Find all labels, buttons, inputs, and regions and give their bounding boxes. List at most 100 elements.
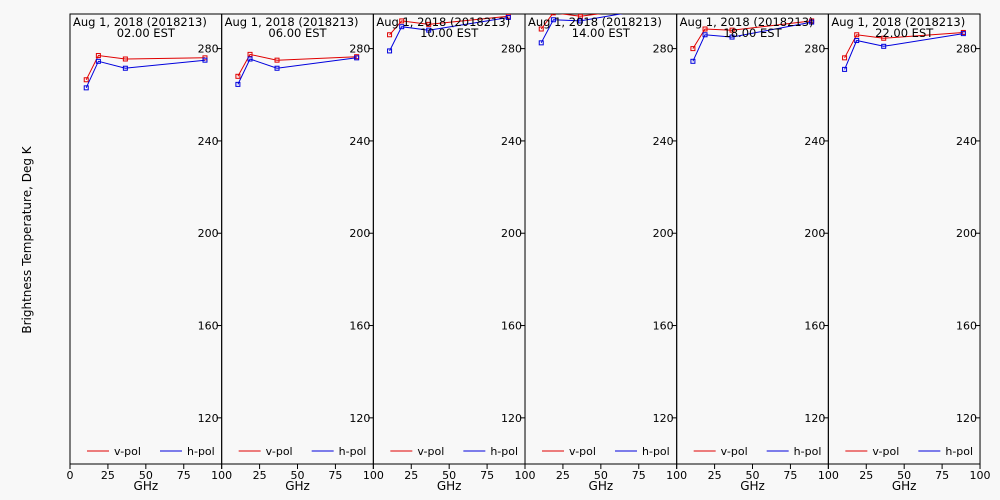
legend-label-v-pol: v-pol bbox=[114, 445, 141, 458]
x-axis-label: GHz bbox=[437, 479, 462, 493]
y-tick-label: 280 bbox=[501, 43, 522, 56]
panel-1: 120 160 200 240 280 25 50 75 100 GHz Aug 1, 2018 (… bbox=[221, 13, 384, 493]
x-tick-label: 75 bbox=[328, 469, 342, 482]
x-tick-label: 50 bbox=[139, 469, 153, 482]
series-line-v-pol bbox=[540, 14, 602, 30]
y-tick-label: 240 bbox=[501, 135, 522, 148]
y-tick-label: 160 bbox=[653, 320, 674, 333]
data-point-h-pol bbox=[387, 48, 393, 54]
x-axis-label: GHz bbox=[892, 479, 917, 493]
panel-title-time: 18.00 EST bbox=[723, 26, 782, 40]
legend-label-v-pol: v-pol bbox=[266, 445, 293, 458]
y-tick-label: 160 bbox=[198, 320, 219, 333]
x-axis-label: GHz bbox=[134, 479, 159, 493]
data-point-v-pol bbox=[842, 55, 848, 61]
x-tick-label: 25 bbox=[556, 469, 570, 482]
data-point-h-pol bbox=[399, 24, 405, 30]
data-point-v-pol bbox=[854, 32, 860, 38]
panels-group: 120 160 200 240 280 0 25 50 75 100 GHz Aug 1, 2018 … bbox=[67, 13, 991, 493]
x-tick-label: 25 bbox=[708, 469, 722, 482]
data-point-v-pol bbox=[426, 21, 432, 27]
x-tick-label: 100 bbox=[363, 469, 384, 482]
y-tick-label: 240 bbox=[653, 135, 674, 148]
legend-label-v-pol: v-pol bbox=[721, 445, 748, 458]
data-point-v-pol bbox=[235, 73, 241, 79]
x-tick-label: 0 bbox=[67, 469, 74, 482]
series-line-h-pol bbox=[844, 33, 964, 70]
x-axis-label: GHz bbox=[589, 479, 614, 493]
panel-5: 120 160 200 240 280 25 50 75 100 GHz Aug 1, 2018 (… bbox=[827, 13, 991, 493]
y-tick-label: 120 bbox=[956, 412, 977, 425]
series-line-h-pol bbox=[692, 21, 812, 62]
series-line-v-pol bbox=[237, 53, 357, 77]
data-point-v-pol bbox=[538, 26, 544, 32]
data-point-h-pol bbox=[577, 18, 583, 24]
x-tick-label: 100 bbox=[515, 469, 536, 482]
panel-title-date: Aug 1, 2018 (2018213) bbox=[831, 15, 965, 29]
panel-title-time: 10.00 EST bbox=[420, 26, 479, 40]
y-tick-label: 160 bbox=[956, 320, 977, 333]
x-tick-label: 25 bbox=[253, 469, 267, 482]
data-point-h-pol bbox=[702, 32, 708, 38]
series-group bbox=[842, 29, 966, 72]
data-point-h-pol bbox=[274, 65, 280, 71]
y-tick-label: 280 bbox=[804, 43, 825, 56]
legend-label-h-pol: h-pol bbox=[490, 445, 518, 458]
data-point-h-pol bbox=[235, 81, 241, 87]
series-group bbox=[690, 18, 815, 64]
series-line-v-pol bbox=[844, 32, 964, 59]
data-point-v-pol bbox=[95, 53, 101, 59]
legend-label-h-pol: h-pol bbox=[642, 445, 670, 458]
y-tick-label: 280 bbox=[349, 43, 370, 56]
series-group bbox=[235, 51, 360, 87]
x-tick-label: 50 bbox=[291, 469, 305, 482]
y-tick-label: 200 bbox=[956, 227, 977, 240]
panel-title-date: Aug 1, 2018 (2018213) bbox=[528, 15, 662, 29]
panel-title-time: 06.00 EST bbox=[268, 26, 327, 40]
data-point-h-pol bbox=[960, 31, 966, 37]
data-point-v-pol bbox=[729, 27, 735, 33]
data-point-v-pol bbox=[387, 32, 393, 38]
series-line-h-pol bbox=[389, 17, 509, 52]
legend-label-h-pol: h-pol bbox=[945, 445, 973, 458]
data-point-h-pol bbox=[854, 38, 860, 44]
y-tick-label: 280 bbox=[198, 43, 219, 56]
data-point-h-pol bbox=[809, 19, 815, 25]
series-line-h-pol bbox=[540, 14, 624, 44]
data-point-v-pol bbox=[550, 14, 556, 16]
x-tick-label: 25 bbox=[859, 469, 873, 482]
y-tick-label: 280 bbox=[956, 43, 977, 56]
y-tick-label: 240 bbox=[349, 135, 370, 148]
series-line-v-pol bbox=[85, 54, 206, 81]
y-tick-label: 120 bbox=[653, 412, 674, 425]
data-point-v-pol bbox=[122, 56, 128, 62]
data-point-v-pol bbox=[247, 51, 253, 57]
x-tick-label: 100 bbox=[666, 469, 687, 482]
y-tick-label: 200 bbox=[198, 227, 219, 240]
x-tick-label: 100 bbox=[211, 469, 232, 482]
y-tick-label: 200 bbox=[804, 227, 825, 240]
series-group bbox=[538, 14, 624, 46]
legend-label-h-pol: h-pol bbox=[187, 445, 215, 458]
data-point-h-pol bbox=[842, 66, 848, 72]
panel-0: 120 160 200 240 280 0 25 50 75 100 GHz Aug 1, 2018 … bbox=[67, 13, 232, 493]
data-point-h-pol bbox=[122, 65, 128, 71]
panel-title-time: 14.00 EST bbox=[572, 26, 631, 40]
legend-label-h-pol: h-pol bbox=[339, 445, 367, 458]
panel-2: 120 160 200 240 280 25 50 75 100 GHz Aug 1, 2018 (… bbox=[372, 13, 536, 493]
x-axis-label: GHz bbox=[285, 479, 310, 493]
legend-label-v-pol: v-pol bbox=[872, 445, 899, 458]
series-line-v-pol bbox=[692, 20, 812, 49]
data-point-h-pol bbox=[247, 56, 253, 62]
x-tick-label: 50 bbox=[746, 469, 760, 482]
data-point-h-pol bbox=[729, 34, 735, 40]
x-tick-label: 25 bbox=[101, 469, 115, 482]
data-point-h-pol bbox=[881, 43, 887, 49]
x-tick-label: 75 bbox=[177, 469, 191, 482]
y-tick-label: 240 bbox=[956, 135, 977, 148]
data-point-v-pol bbox=[702, 26, 708, 32]
data-point-v-pol bbox=[577, 14, 583, 19]
data-point-h-pol bbox=[505, 14, 511, 20]
x-axis-label: GHz bbox=[740, 479, 765, 493]
